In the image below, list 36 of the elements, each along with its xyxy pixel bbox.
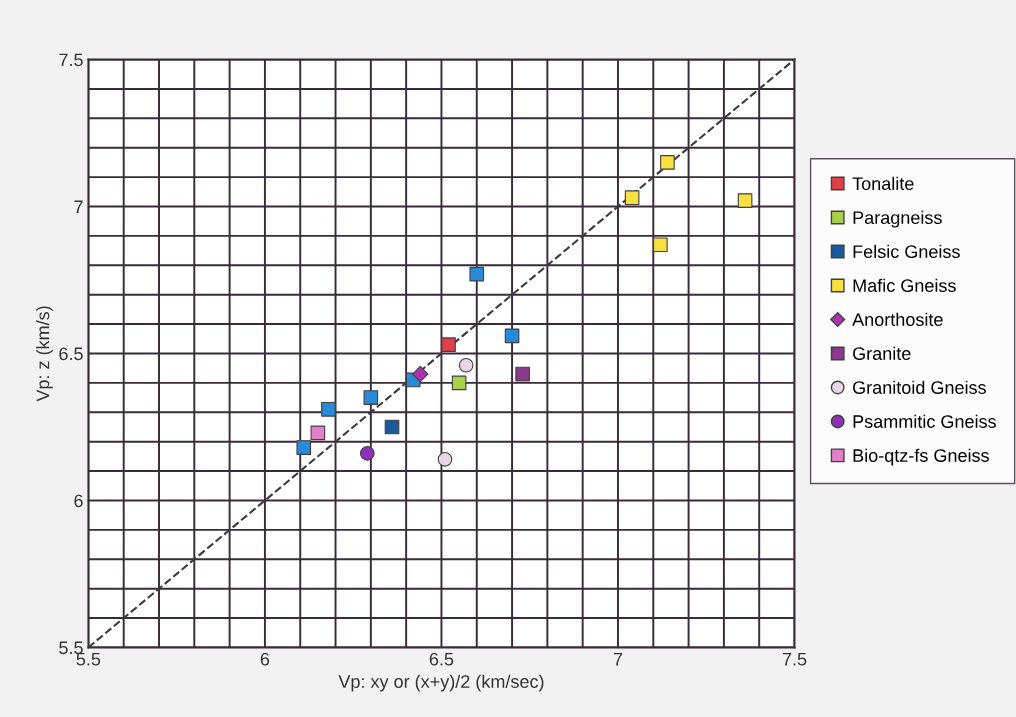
point [359,446,375,461]
legend-label: Psammitic Gneiss [853,414,996,428]
legend-label: Paragneiss [853,210,942,228]
legend-label: Anorthosite [852,312,943,326]
point [363,390,379,405]
point [653,237,668,253]
x-tick-label: 6.5 [429,652,454,666]
y-tick-label: 6 [74,494,83,508]
point [384,419,400,435]
x-tick-label: 7 [613,652,623,666]
legend-label: Granitoid Gneiss [853,380,986,394]
x-tick-label: 6 [260,652,270,666]
point [660,155,675,170]
point [412,365,429,383]
legend-label: Granite [853,346,911,360]
y-tick-label: 7 [74,200,83,214]
point [624,190,640,206]
point [310,425,326,441]
y-tick-label: 6.5 [59,347,83,361]
point [737,193,753,208]
point [451,375,467,391]
x-axis-title: Vp: xy or (x+y)/2 (km/sec) [338,674,544,692]
point [469,266,485,282]
point [504,328,520,344]
legend-label: Bio-qtz-fs Gneiss [853,448,989,466]
legend-label: Felsic Gneiss [853,244,960,259]
y-tick-label: 7.5 [59,53,83,67]
point [441,337,456,352]
y-tick-label: 5.5 [59,641,83,655]
y-axis-title: Vp: z (km/s) [36,306,53,402]
legend-label: Mafic Gneiss [853,278,956,293]
x-tick-label: 7.5 [782,652,807,666]
point [321,402,336,417]
point [296,440,312,455]
legend-label: Tonalite [852,176,914,191]
point [515,366,530,382]
